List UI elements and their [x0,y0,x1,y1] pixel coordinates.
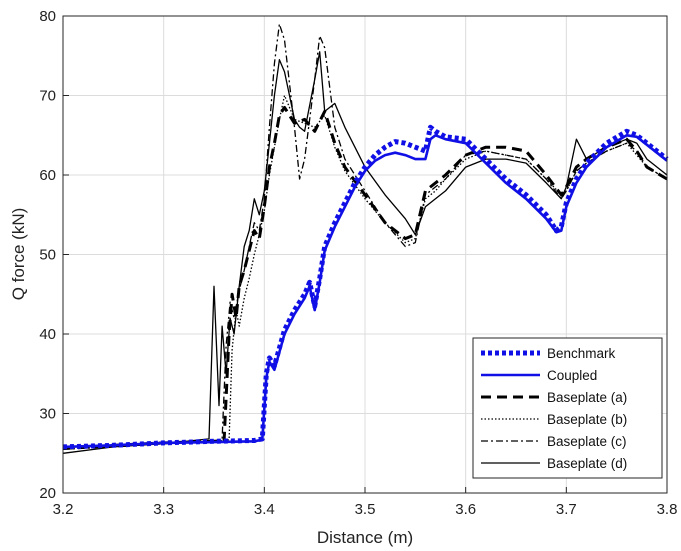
series-lines [62,23,669,454]
series-line-benchmark [62,124,669,450]
x-tick-label: 3.7 [556,501,577,518]
series-line-baseplate-d [62,51,668,454]
x-tick-label: 3.6 [455,501,476,518]
y-axis-title: Q force (kN) [9,208,28,301]
x-axis-title: Distance (m) [317,528,413,547]
legend-label-baseplate-d: Baseplate (d) [547,456,627,471]
y-tick-label: 70 [39,88,56,105]
x-tick-label: 3.4 [254,501,275,518]
x-tick-label: 3.8 [657,501,678,518]
series-line-coupled [62,134,668,449]
y-tick-label: 60 [39,167,56,184]
y-tick-label: 50 [39,247,56,264]
axis-ticks: 3.2 3.3 3.4 3.5 3.6 3.7 3.8 20 30 40 50 60 70 80 [39,8,677,518]
x-tick-label: 3.5 [355,501,376,518]
y-tick-label: 80 [39,8,56,25]
legend-label-baseplate-c: Baseplate (c) [547,434,627,449]
legend-label-baseplate-b: Baseplate (b) [547,412,627,427]
legend-label-coupled: Coupled [547,368,597,383]
y-tick-label: 30 [39,406,56,423]
legend-box [472,337,663,479]
legend-label-baseplate-a: Baseplate (a) [547,390,627,405]
y-tick-label: 40 [39,326,56,343]
y-tick-label: 20 [39,485,56,502]
legend-samples [481,350,540,464]
x-tick-label: 3.3 [153,501,174,518]
legend: Benchmark Coupled Baseplate (a) Baseplat… [472,337,663,479]
legend-label-benchmark: Benchmark [547,346,616,361]
x-tick-label: 3.2 [53,501,74,518]
